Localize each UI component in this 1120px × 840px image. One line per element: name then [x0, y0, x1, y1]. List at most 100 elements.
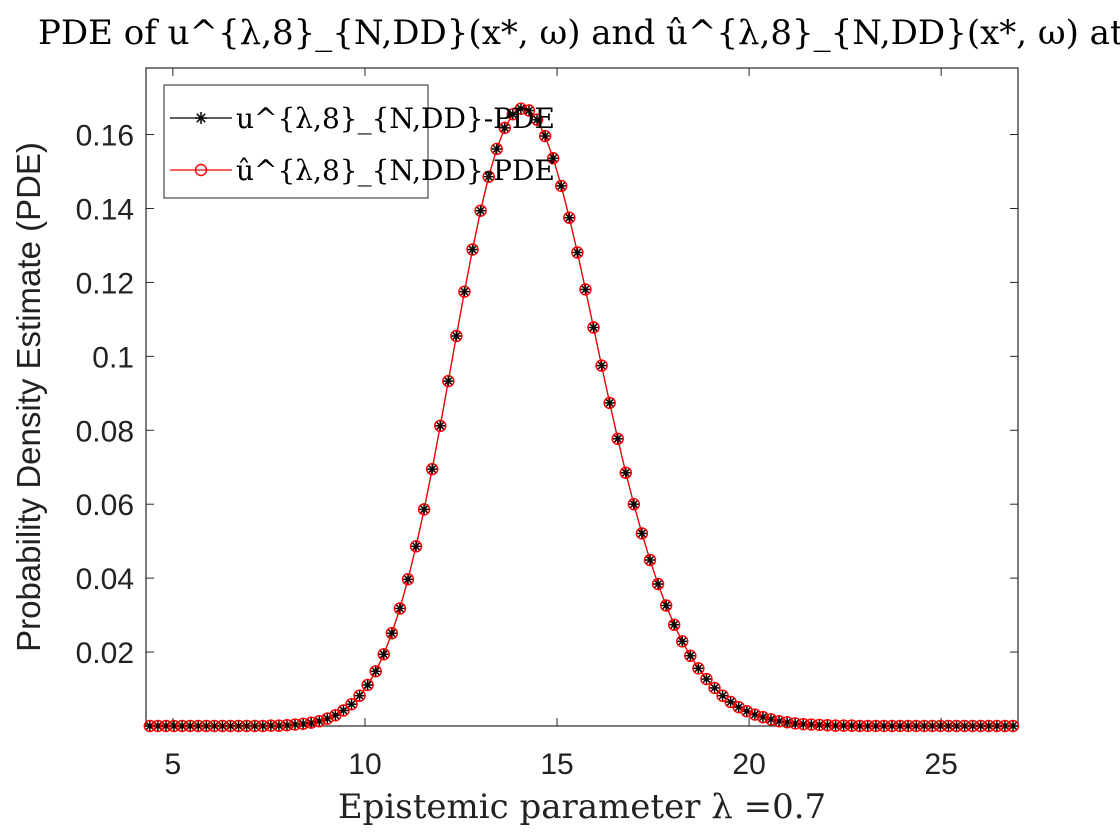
data-point-circle [272, 719, 286, 732]
data-point-asterisk [377, 648, 390, 661]
data-point-circle [143, 719, 157, 733]
legend-marker-asterisk [195, 112, 207, 124]
data-point-circle [401, 573, 415, 586]
data-point-asterisk [418, 503, 431, 516]
data-point-circle [490, 142, 503, 156]
data-point-circle [740, 705, 753, 718]
data-point-asterisk [668, 618, 681, 631]
data-point-asterisk [571, 246, 584, 259]
data-point-asterisk [547, 152, 560, 165]
data-point-circle [659, 599, 673, 612]
data-point-circle [708, 681, 721, 695]
data-point-circle [304, 716, 318, 729]
data-point-circle [587, 321, 600, 334]
data-point-asterisk [660, 599, 673, 612]
data-point-asterisk [522, 104, 535, 117]
data-point-circle [700, 672, 713, 686]
x-tick-label: 20 [732, 748, 765, 781]
data-point-circle [434, 419, 447, 433]
data-point-circle [530, 113, 544, 126]
data-point-circle [240, 719, 253, 733]
data-point-circle [676, 635, 689, 648]
data-point-circle [546, 151, 560, 165]
data-point-circle [296, 717, 310, 730]
data-point-circle [829, 719, 842, 732]
legend-box [163, 84, 429, 199]
data-point-circle [353, 689, 366, 702]
data-point-circle [772, 714, 786, 728]
data-point-circle [990, 719, 1004, 733]
data-point-circle [998, 719, 1012, 733]
data-point-circle [337, 704, 350, 717]
data-point-circle [934, 719, 947, 733]
data-point-circle [845, 719, 858, 732]
legend-asterisk-icon [195, 112, 207, 124]
data-point-circle [788, 717, 802, 730]
data-point-circle [224, 719, 237, 733]
data-point-circle [966, 719, 979, 733]
data-point-circle [877, 719, 891, 733]
x-axis-ticks: 5 10 15 20 25 [165, 68, 958, 781]
data-point-asterisk [426, 463, 439, 476]
data-point-circle [345, 697, 358, 711]
data-point-asterisk [627, 498, 640, 511]
data-point-asterisk [393, 602, 406, 615]
data-point-asterisk [619, 466, 632, 479]
data-point-circle [458, 285, 471, 298]
y-tick-label: 0.06 [76, 489, 134, 522]
data-point-circle [232, 719, 245, 733]
y-tick-label: 0.04 [76, 563, 134, 596]
y-tick-label: 0.1 [92, 341, 134, 374]
data-point-asterisk [555, 179, 568, 192]
data-point-asterisk [587, 321, 600, 334]
y-axis-label: Probability Density Estimate (PDE) [10, 142, 47, 652]
data-point-asterisk [611, 432, 624, 445]
data-point-circle [643, 553, 657, 567]
data-point-asterisk [603, 396, 616, 409]
data-point-circle [893, 719, 907, 733]
data-point-circle [361, 678, 374, 692]
data-point-circle [942, 719, 955, 733]
data-point-asterisk [684, 649, 697, 662]
data-point-circle [538, 129, 552, 143]
data-point-circle [756, 710, 770, 724]
data-point-circle [563, 211, 576, 224]
data-point-asterisk [450, 330, 463, 343]
data-point-circle [974, 719, 987, 733]
y-tick-label: 0.02 [76, 637, 134, 670]
data-point-asterisk [579, 283, 592, 296]
chart-title: PDE of u^{λ,8}_{N,DD}(x*, ω) and û^{λ,8}… [38, 13, 1120, 53]
data-point-circle [474, 204, 487, 217]
series-layer [143, 102, 1020, 733]
data-point-asterisk [361, 678, 374, 691]
data-point-circle [425, 462, 439, 476]
data-point-asterisk [442, 375, 455, 388]
data-point-circle [821, 719, 834, 732]
data-point-circle [869, 719, 883, 733]
data-point-circle [950, 719, 963, 733]
data-point-circle [450, 329, 463, 343]
data-point-circle [901, 719, 915, 733]
data-point-circle [167, 719, 181, 733]
data-point-circle [885, 719, 899, 733]
data-point-circle [797, 717, 810, 731]
data-point-asterisk [353, 689, 366, 702]
data-point-circle [369, 665, 382, 678]
x-tick-label: 25 [924, 748, 957, 781]
data-point-circle [667, 618, 681, 631]
data-point-circle [498, 121, 511, 135]
data-point-asterisk [563, 211, 576, 224]
data-point-circle [958, 719, 971, 733]
data-point-asterisk [595, 359, 608, 372]
data-point-circle [555, 179, 568, 193]
data-point-circle [861, 719, 875, 733]
y-tick-label: 0.16 [76, 120, 134, 153]
data-point-circle [926, 719, 939, 733]
data-point-asterisk [531, 113, 544, 126]
data-point-asterisk [482, 170, 495, 183]
data-point-circle [651, 577, 665, 591]
data-point-asterisk [724, 695, 737, 708]
data-point-circle [393, 602, 407, 615]
data-point-circle [385, 627, 399, 640]
